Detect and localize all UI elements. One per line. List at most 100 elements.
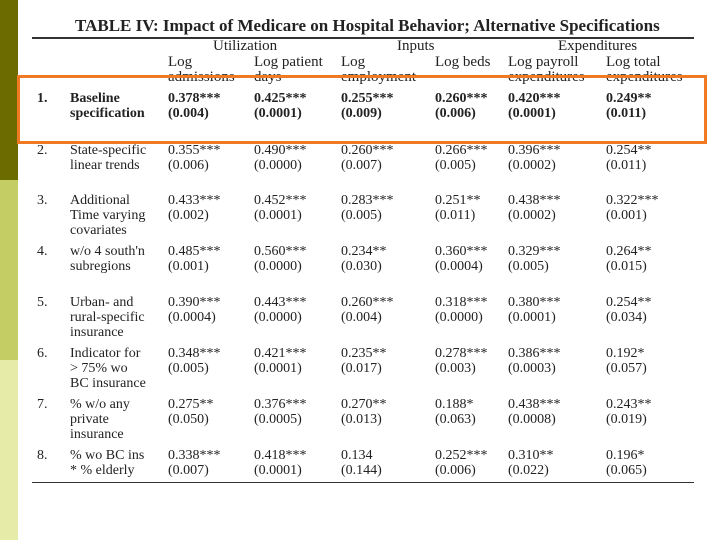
coefficient-cell: 0.322*** bbox=[606, 193, 659, 208]
table-title: TABLE IV: Impact of Medicare on Hospital… bbox=[75, 16, 660, 35]
row-label-line: linear trends bbox=[70, 158, 140, 173]
standard-error-cell: (0.0000) bbox=[254, 158, 302, 173]
standard-error-cell: (0.0005) bbox=[254, 412, 302, 427]
standard-error-cell: (0.009) bbox=[341, 106, 382, 121]
standard-error-cell: (0.004) bbox=[168, 106, 209, 121]
standard-error-cell: (0.065) bbox=[606, 463, 647, 478]
standard-error-cell: (0.004) bbox=[341, 310, 382, 325]
coefficient-cell: 0.251** bbox=[435, 193, 481, 208]
row-number: 4. bbox=[37, 244, 48, 259]
row-label-line: Indicator for bbox=[70, 346, 141, 361]
row-label-line: covariates bbox=[70, 223, 127, 238]
standard-error-cell: (0.013) bbox=[341, 412, 382, 427]
coefficient-cell: 0.260*** bbox=[341, 295, 394, 310]
standard-error-cell: (0.144) bbox=[341, 463, 382, 478]
coefficient-cell: 0.378*** bbox=[168, 91, 221, 106]
standard-error-cell: (0.0001) bbox=[508, 106, 556, 121]
coefficient-cell: 0.243** bbox=[606, 397, 652, 412]
row-label-line: BC insurance bbox=[70, 376, 146, 391]
standard-error-cell: (0.011) bbox=[606, 106, 647, 121]
coefficient-cell: 0.490*** bbox=[254, 143, 307, 158]
row-number: 3. bbox=[37, 193, 48, 208]
standard-error-cell: (0.0001) bbox=[508, 310, 556, 325]
side-bar-mid-segment bbox=[0, 180, 18, 360]
row-label-line: % w/o any bbox=[70, 397, 130, 412]
standard-error-cell: (0.0000) bbox=[254, 259, 302, 274]
standard-error-cell: (0.011) bbox=[606, 158, 647, 173]
coefficient-cell: 0.275** bbox=[168, 397, 214, 412]
standard-error-cell: (0.0001) bbox=[254, 361, 302, 376]
standard-error-cell: (0.0001) bbox=[254, 463, 302, 478]
slide-side-bar bbox=[0, 0, 18, 540]
coefficient-cell: 0.485*** bbox=[168, 244, 221, 259]
column-header-1-line-1: Log bbox=[168, 54, 193, 70]
coefficient-cell: 0.380*** bbox=[508, 295, 561, 310]
coefficient-cell: 0.433*** bbox=[168, 193, 221, 208]
coefficient-cell: 0.418*** bbox=[254, 448, 307, 463]
coefficient-cell: 0.376*** bbox=[254, 397, 307, 412]
row-number: 7. bbox=[37, 397, 48, 412]
top-rule bbox=[32, 37, 694, 39]
coefficient-cell: 0.560*** bbox=[254, 244, 307, 259]
coefficient-cell: 0.255*** bbox=[341, 91, 394, 106]
row-number: 8. bbox=[37, 448, 48, 463]
side-bar-dark-segment bbox=[0, 0, 18, 180]
row-label-line: Baseline bbox=[70, 91, 120, 106]
standard-error-cell: (0.007) bbox=[341, 158, 382, 173]
row-label-line: State-specific bbox=[70, 143, 147, 158]
side-bar-light-segment bbox=[0, 360, 18, 540]
standard-error-cell: (0.006) bbox=[168, 158, 209, 173]
row-number: 1. bbox=[37, 91, 48, 106]
column-header-5-line-1: Log payroll bbox=[508, 54, 579, 70]
coefficient-cell: 0.192* bbox=[606, 346, 645, 361]
standard-error-cell: (0.011) bbox=[435, 208, 476, 223]
baseline-highlight-box bbox=[17, 75, 707, 144]
coefficient-cell: 0.252*** bbox=[435, 448, 488, 463]
standard-error-cell: (0.030) bbox=[341, 259, 382, 274]
column-header-6-line-1: Log total bbox=[606, 54, 661, 70]
standard-error-cell: (0.017) bbox=[341, 361, 382, 376]
coefficient-cell: 0.443*** bbox=[254, 295, 307, 310]
coefficient-cell: 0.264** bbox=[606, 244, 652, 259]
coefficient-cell: 0.355*** bbox=[168, 143, 221, 158]
row-label-line: > 75% wo bbox=[70, 361, 128, 376]
standard-error-cell: (0.0003) bbox=[508, 361, 556, 376]
row-number: 5. bbox=[37, 295, 48, 310]
row-label-line: Time varying bbox=[70, 208, 146, 223]
standard-error-cell: (0.022) bbox=[508, 463, 549, 478]
standard-error-cell: (0.0004) bbox=[435, 259, 483, 274]
coefficient-cell: 0.318*** bbox=[435, 295, 488, 310]
coefficient-cell: 0.421*** bbox=[254, 346, 307, 361]
coefficient-cell: 0.266*** bbox=[435, 143, 488, 158]
group-expenditures: Expenditures bbox=[558, 38, 638, 54]
coefficient-cell: 0.283*** bbox=[341, 193, 394, 208]
standard-error-cell: (0.0001) bbox=[254, 106, 302, 121]
column-header-3-line-1: Log bbox=[341, 54, 366, 70]
row-label-line: Additional bbox=[70, 193, 130, 208]
standard-error-cell: (0.0001) bbox=[254, 208, 302, 223]
standard-error-cell: (0.006) bbox=[435, 463, 476, 478]
row-label-line: w/o 4 south'n bbox=[70, 244, 145, 259]
coefficient-cell: 0.420*** bbox=[508, 91, 561, 106]
column-header-2-line-1: Log patient bbox=[254, 54, 323, 70]
coefficient-cell: 0.254** bbox=[606, 143, 652, 158]
coefficient-cell: 0.310** bbox=[508, 448, 554, 463]
bottom-rule bbox=[32, 482, 694, 483]
standard-error-cell: (0.0000) bbox=[435, 310, 483, 325]
coefficient-cell: 0.188* bbox=[435, 397, 474, 412]
coefficient-cell: 0.396*** bbox=[508, 143, 561, 158]
coefficient-cell: 0.329*** bbox=[508, 244, 561, 259]
row-label-line: specification bbox=[70, 106, 145, 121]
coefficient-cell: 0.260*** bbox=[435, 91, 488, 106]
coefficient-cell: 0.134 bbox=[341, 448, 373, 463]
standard-error-cell: (0.003) bbox=[435, 361, 476, 376]
coefficient-cell: 0.452*** bbox=[254, 193, 307, 208]
coefficient-cell: 0.360*** bbox=[435, 244, 488, 259]
group-utilization: Utilization bbox=[213, 38, 278, 54]
row-label-line: % wo BC ins bbox=[70, 448, 145, 463]
column-header-4-line-1: Log beds bbox=[435, 54, 491, 70]
row-number: 2. bbox=[37, 143, 48, 158]
coefficient-cell: 0.348*** bbox=[168, 346, 221, 361]
standard-error-cell: (0.050) bbox=[168, 412, 209, 427]
row-label-line: subregions bbox=[70, 259, 131, 274]
